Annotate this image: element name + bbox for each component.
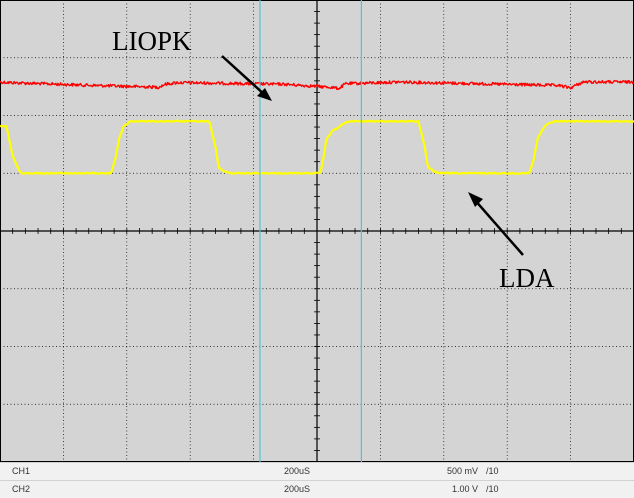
cursors xyxy=(259,0,362,462)
trace-ch2 xyxy=(0,119,634,175)
status-probe-attenuation: /10 xyxy=(486,484,499,494)
status-volts-per-div: 1.00 V xyxy=(451,484,478,494)
status-probe-attenuation: /10 xyxy=(486,466,499,476)
trace-ch1 xyxy=(0,79,634,91)
annotation-liopk-arrow-shaft xyxy=(221,55,267,97)
status-volts-per-div: 500 mV xyxy=(446,466,478,476)
annotation-liopk-arrowhead xyxy=(257,88,272,101)
annotations: LIOPK LDA xyxy=(112,26,555,293)
status-channel-label: CH1 xyxy=(12,466,31,476)
status-row-ch1: CH1 200uS 500 mV /10 xyxy=(0,462,634,480)
status-channel-label: CH2 xyxy=(12,484,31,494)
annotation-liopk: LIOPK xyxy=(112,26,192,56)
annotation-lda: LDA xyxy=(499,263,555,293)
status-timebase: 200uS xyxy=(284,484,311,494)
status-timebase: 200uS xyxy=(284,466,311,476)
annotation-lda-arrowhead xyxy=(468,192,483,207)
annotation-lda-arrow-shaft xyxy=(473,198,524,256)
status-row-ch2: CH2 200uS 1.00 V /10 xyxy=(0,480,634,498)
traces xyxy=(0,79,634,175)
